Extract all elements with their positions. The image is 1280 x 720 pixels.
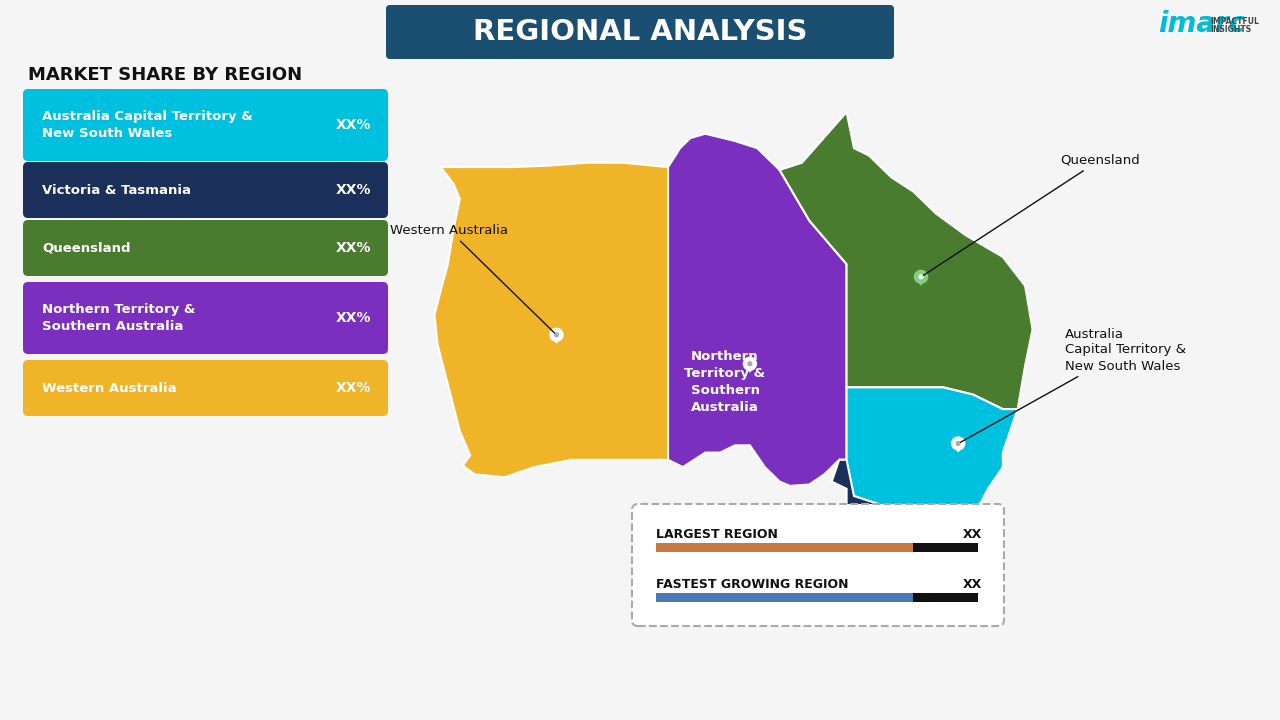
FancyBboxPatch shape (632, 504, 1004, 626)
Circle shape (914, 270, 928, 283)
Text: Australia Capital Territory &
New South Wales: Australia Capital Territory & New South … (42, 110, 252, 140)
Polygon shape (899, 554, 959, 608)
Text: imarc: imarc (1158, 10, 1245, 38)
Text: Australia
Capital Territory &
New South Wales: Australia Capital Territory & New South … (960, 328, 1187, 442)
FancyBboxPatch shape (23, 282, 388, 354)
Polygon shape (832, 387, 1018, 525)
Text: XX%: XX% (335, 311, 371, 325)
FancyBboxPatch shape (23, 89, 388, 161)
Circle shape (744, 357, 756, 370)
Polygon shape (832, 460, 980, 532)
FancyBboxPatch shape (23, 162, 388, 218)
Polygon shape (744, 364, 756, 373)
Polygon shape (914, 276, 928, 286)
FancyBboxPatch shape (387, 5, 893, 59)
Circle shape (554, 332, 559, 338)
Text: REGIONAL ANALYSIS: REGIONAL ANALYSIS (472, 18, 808, 46)
Text: FASTEST GROWING REGION: FASTEST GROWING REGION (657, 577, 849, 590)
Text: IMPACTFUL: IMPACTFUL (1210, 17, 1258, 27)
Text: MARKET SHARE BY REGION: MARKET SHARE BY REGION (28, 66, 302, 84)
Polygon shape (434, 163, 668, 477)
Text: LARGEST REGION: LARGEST REGION (657, 528, 778, 541)
Text: Western Australia: Western Australia (42, 382, 177, 395)
Circle shape (927, 567, 940, 580)
Text: XX%: XX% (335, 241, 371, 255)
Bar (657, 543, 913, 552)
Text: XX%: XX% (335, 118, 371, 132)
Text: XX: XX (963, 528, 982, 541)
Text: Victoria & Tasmania: Victoria & Tasmania (42, 184, 191, 197)
Polygon shape (780, 112, 1033, 409)
Text: Western Australia: Western Australia (390, 223, 554, 333)
Text: Queensland: Queensland (42, 241, 131, 254)
Circle shape (918, 274, 924, 279)
Polygon shape (550, 335, 563, 344)
Text: XX%: XX% (335, 381, 371, 395)
FancyBboxPatch shape (23, 220, 388, 276)
Polygon shape (927, 574, 940, 583)
Bar (913, 593, 978, 602)
Bar (913, 543, 978, 552)
Text: XX: XX (963, 577, 982, 590)
Bar (657, 593, 913, 602)
Polygon shape (668, 134, 846, 486)
Circle shape (550, 328, 563, 341)
Circle shape (748, 361, 753, 366)
Text: XX%: XX% (335, 183, 371, 197)
Text: Northern Territory &
Southern Australia: Northern Territory & Southern Australia (42, 303, 196, 333)
Circle shape (931, 571, 936, 577)
Polygon shape (951, 444, 965, 453)
Text: Northern
Territory &
Southern
Australia: Northern Territory & Southern Australia (685, 350, 765, 414)
Text: INSIGHTS: INSIGHTS (1210, 25, 1251, 35)
Text: Victoria & Tasmania: Victoria & Tasmania (640, 544, 931, 574)
Circle shape (956, 441, 961, 446)
Circle shape (951, 437, 965, 450)
Text: Queensland: Queensland (923, 153, 1139, 275)
FancyBboxPatch shape (23, 360, 388, 416)
